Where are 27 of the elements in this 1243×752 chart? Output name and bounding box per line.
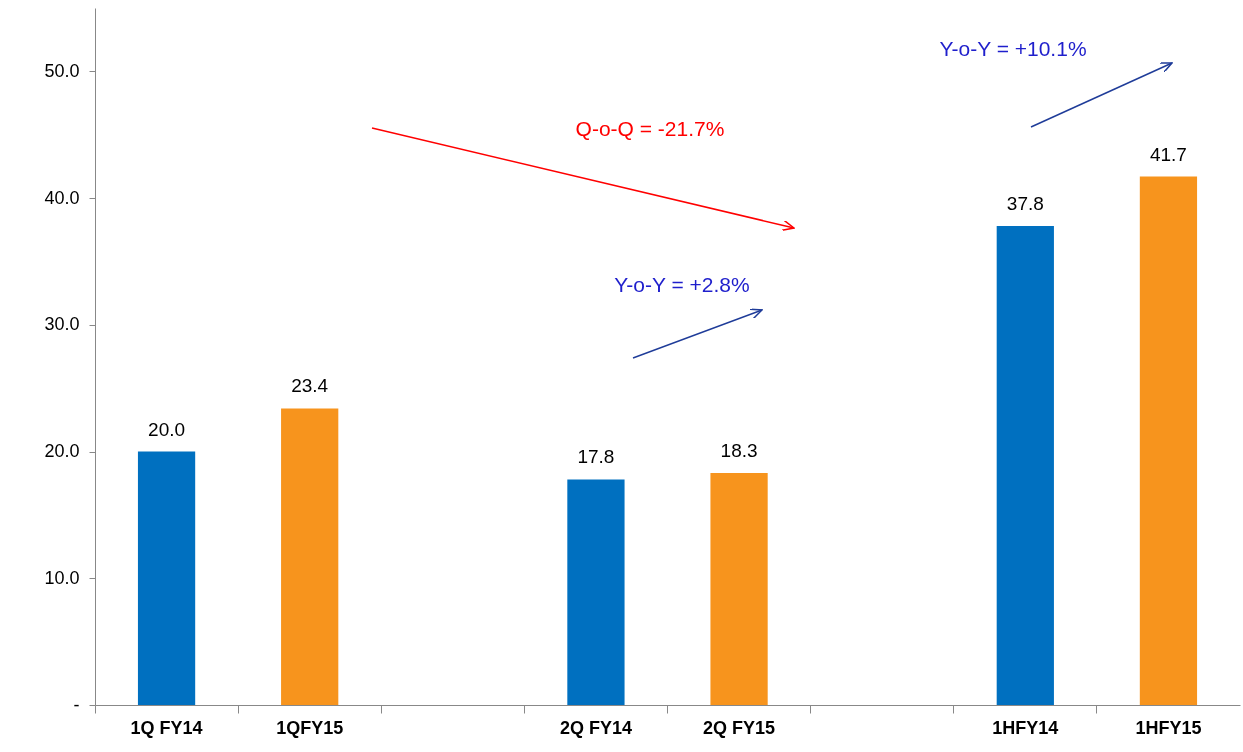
bar	[710, 473, 768, 705]
data-label: 17.8	[577, 446, 615, 468]
y-tick-label: -	[73, 694, 80, 715]
x-tick-label: 1HFY15	[1135, 717, 1202, 738]
x-tick-label: 2Q FY15	[703, 717, 776, 738]
y-tick-label: 20.0	[44, 441, 80, 462]
data-label: 41.7	[1149, 143, 1187, 165]
annotation: Y-o-Y = +10.1%	[939, 37, 1087, 60]
data-label: 20.0	[148, 418, 186, 440]
y-tick-label: 50.0	[44, 60, 80, 81]
x-tick-label: 1QFY15	[276, 717, 344, 738]
annotation: Q-o-Q = -21.7%	[575, 117, 725, 140]
bar	[1139, 176, 1198, 705]
data-label: 37.8	[1006, 192, 1044, 214]
bar	[281, 408, 339, 705]
x-tick-label: 2Q FY14	[559, 717, 632, 738]
x-tick-label: 1Q FY14	[130, 717, 203, 738]
data-label: 23.4	[291, 375, 329, 397]
bar	[996, 225, 1054, 705]
y-tick-label: 30.0	[44, 314, 80, 335]
x-tick-label: 1HFY14	[992, 717, 1059, 738]
bar	[137, 451, 196, 705]
annotation: Y-o-Y = +2.8%	[614, 273, 750, 296]
data-label: 18.3	[720, 440, 758, 462]
bar	[567, 479, 625, 705]
y-tick-label: 10.0	[44, 567, 80, 588]
y-tick-label: 40.0	[44, 187, 80, 208]
